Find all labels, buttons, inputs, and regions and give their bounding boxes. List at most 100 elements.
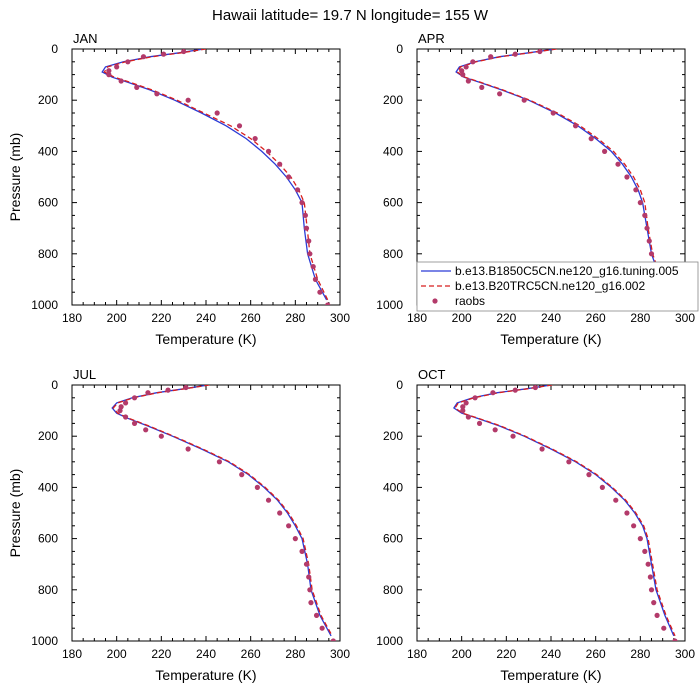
- raobs-point: [165, 387, 171, 393]
- raobs-point: [648, 251, 655, 257]
- x-axis-label: Temperature (K): [155, 667, 256, 683]
- y-tick-label: 1000: [376, 298, 403, 312]
- y-tick-label: 800: [38, 583, 58, 597]
- raobs-point: [303, 225, 310, 231]
- raobs-point: [160, 51, 167, 57]
- raobs-point: [497, 91, 503, 97]
- y-tick-label: 200: [38, 93, 58, 107]
- x-tick-label: 240: [541, 311, 561, 325]
- y-tick-label: 200: [383, 93, 403, 107]
- x-tick-label: 180: [62, 647, 82, 661]
- x-tick-label: 260: [586, 647, 606, 661]
- raobs-point: [463, 64, 469, 70]
- legend-entry: b.e13.B20TRC5CN.ne120_g16.002: [455, 279, 645, 293]
- raobs-point: [566, 459, 572, 465]
- y-tick-label: 1000: [376, 634, 403, 648]
- raobs-point: [537, 49, 543, 55]
- raobs-point: [319, 625, 325, 631]
- raobs-point: [292, 536, 298, 542]
- raobs-point: [313, 612, 320, 619]
- raobs-point: [330, 638, 336, 641]
- raobs-point: [586, 472, 592, 478]
- y-tick-label: 600: [38, 532, 58, 546]
- data-layer: [453, 385, 678, 641]
- plot-frame: [71, 48, 341, 306]
- raobs-point: [463, 400, 469, 406]
- raobs-point: [647, 574, 653, 580]
- raobs-point: [294, 187, 301, 193]
- y-tick-label: 400: [38, 144, 58, 158]
- raobs-point: [476, 420, 483, 426]
- raobs-point: [465, 78, 471, 84]
- raobs-point: [143, 427, 149, 433]
- x-tick-label: 220: [151, 647, 171, 661]
- raobs-point: [460, 404, 466, 410]
- raobs-point: [308, 600, 314, 606]
- raobs-point: [236, 123, 243, 129]
- raobs-point: [252, 136, 258, 142]
- y-tick-label: 200: [383, 429, 403, 443]
- raobs-point: [158, 433, 164, 439]
- raobs-point: [239, 472, 245, 478]
- raobs-point: [286, 523, 292, 529]
- raobs-point: [539, 446, 545, 452]
- raobs-point: [510, 433, 516, 439]
- x-axis-label: Temperature (K): [500, 667, 601, 683]
- raobs-point: [645, 561, 651, 567]
- series-line-dashed: [454, 385, 676, 637]
- raobs-point: [646, 238, 652, 244]
- x-tick-label: 300: [330, 647, 350, 661]
- raobs-point: [125, 59, 131, 65]
- legend-marker: [432, 298, 438, 304]
- x-tick-label: 240: [196, 647, 216, 661]
- x-tick-label: 180: [407, 311, 427, 325]
- raobs-point: [123, 414, 129, 420]
- raobs-point: [307, 251, 313, 257]
- series-line-solid: [111, 385, 332, 637]
- raobs-point: [637, 536, 643, 542]
- x-tick-label: 200: [452, 311, 472, 325]
- raobs-point: [465, 414, 471, 420]
- x-axis-label: Temperature (K): [500, 331, 601, 347]
- raobs-point: [661, 625, 667, 631]
- legend-entry: b.e13.B1850C5CN.ne120_g16.tuning.005: [455, 264, 679, 278]
- x-tick-label: 280: [630, 647, 650, 661]
- x-tick-label: 280: [285, 647, 305, 661]
- x-tick-label: 200: [107, 311, 127, 325]
- raobs-point: [492, 427, 498, 433]
- raobs-point: [512, 387, 518, 393]
- raobs-point: [181, 49, 187, 55]
- raobs-point: [651, 600, 657, 606]
- x-tick-label: 260: [241, 311, 261, 325]
- raobs-point: [265, 497, 272, 503]
- x-tick-label: 240: [196, 311, 216, 325]
- x-tick-label: 180: [407, 647, 427, 661]
- legend: b.e13.B1850C5CN.ne120_g16.tuning.005b.e1…: [416, 261, 699, 312]
- raobs-point: [613, 497, 619, 503]
- raobs-point: [672, 638, 678, 641]
- legend-box: [416, 261, 699, 312]
- raobs-point: [460, 408, 466, 414]
- y-tick-label: 800: [383, 583, 403, 597]
- raobs-point: [472, 395, 478, 401]
- y-tick-label: 400: [383, 480, 403, 494]
- x-tick-label: 200: [452, 647, 472, 661]
- series-line-solid: [453, 385, 675, 637]
- plot-frame: [71, 384, 341, 642]
- raobs-point: [214, 110, 220, 116]
- raobs-point: [624, 174, 630, 180]
- y-tick-label: 600: [38, 196, 58, 210]
- y-axis-label: Pressure (mb): [7, 133, 23, 222]
- raobs-point: [637, 200, 643, 206]
- x-tick-label: 200: [107, 647, 127, 661]
- raobs-point: [185, 446, 191, 452]
- x-tick-label: 300: [675, 647, 695, 661]
- raobs-point: [615, 161, 621, 167]
- raobs-point: [277, 510, 283, 516]
- raobs-point: [631, 523, 637, 529]
- raobs-point: [532, 385, 538, 391]
- raobs-point: [310, 264, 316, 270]
- raobs-point: [114, 64, 120, 70]
- raobs-point: [460, 72, 466, 78]
